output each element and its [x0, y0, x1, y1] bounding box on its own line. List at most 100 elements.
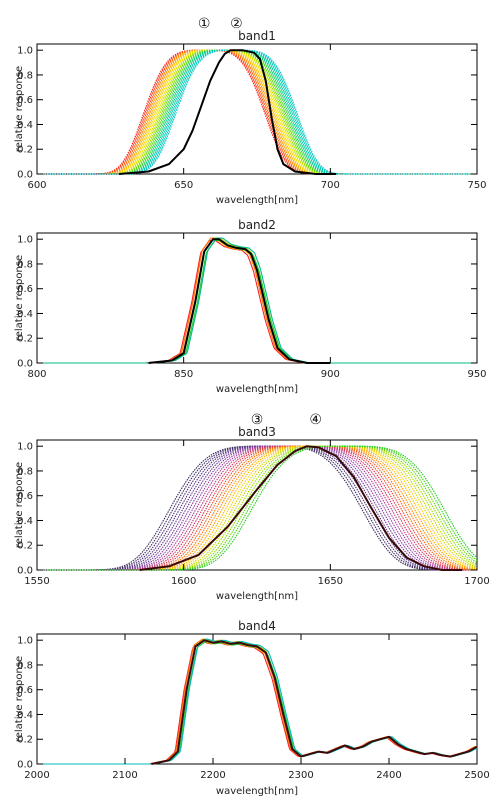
y-tick-label: 0.4	[17, 309, 33, 320]
x-tick-label: 850	[174, 369, 193, 380]
response-curve	[37, 445, 478, 571]
y-tick-label: 0.4	[17, 120, 33, 131]
y-tick-label: 1.0	[17, 636, 33, 647]
y-axis-label-band3: relative response	[14, 462, 25, 548]
curve-family-band3	[37, 445, 478, 571]
x-tick-label: 900	[321, 369, 340, 380]
x-tick-label: 1650	[318, 576, 343, 587]
y-tick-label: 0.0	[17, 170, 33, 181]
x-tick-label: 800	[27, 369, 46, 380]
ticks-band4: 2000 2100 2200 2300 2400 2500 0.0 0.2 0.4 0.6 0.8 1…	[17, 634, 490, 781]
y-tick-label: 1.0	[17, 442, 33, 453]
response-curve	[37, 49, 477, 175]
y-tick-label: 0.6	[17, 685, 33, 696]
curve-marker: ③	[251, 412, 264, 428]
response-curve	[37, 49, 477, 175]
x-axis-label-band2: wavelength[nm]	[216, 384, 298, 395]
response-curve	[37, 49, 477, 175]
response-curve	[37, 49, 477, 175]
y-tick-label: 0.2	[17, 735, 33, 746]
plot-area-band1	[36, 43, 478, 175]
x-tick-label: 2100	[112, 770, 137, 781]
y-tick-label: 0.0	[17, 566, 33, 577]
highlight-curve	[151, 639, 478, 765]
panel-band3: 1550 1600 1650 1700 0.0 0.2 0.4 0.6 0.8 1.0 band3…	[14, 412, 490, 602]
curve-marker: ②	[230, 16, 243, 32]
plot-area-band2	[36, 232, 478, 364]
response-curve	[37, 49, 477, 175]
x-tick-label: 1700	[464, 576, 489, 587]
response-curve	[37, 237, 477, 364]
x-tick-label: 1550	[24, 576, 49, 587]
response-curve	[37, 638, 477, 765]
panel-band2: 800 850 900 950 0.0 0.2 0.4 0.6 0.8 1.0 band2 wav…	[14, 218, 487, 395]
panel-band1: 600 650 700 750 0.0 0.2 0.4 0.6 0.8 1.0 band1 wav…	[14, 16, 487, 206]
response-curve	[37, 49, 477, 175]
x-axis-label-band3: wavelength[nm]	[216, 591, 298, 602]
y-tick-label: 0.4	[17, 516, 33, 527]
y-tick-label: 0.0	[17, 359, 33, 370]
ticks-band2: 800 850 900 950 0.0 0.2 0.4 0.6 0.8 1.0	[17, 233, 487, 380]
response-curve	[37, 49, 477, 175]
y-tick-label: 1.0	[17, 235, 33, 246]
y-tick-label: 1.0	[17, 46, 33, 57]
y-tick-label: 0.2	[17, 145, 33, 156]
curve-marker: ④	[309, 412, 322, 428]
response-curve	[37, 49, 477, 175]
y-tick-label: 0.2	[17, 541, 33, 552]
response-curve	[37, 49, 477, 175]
panel-title-band1: band1	[238, 29, 276, 43]
response-curve	[37, 49, 477, 175]
x-tick-label: 950	[467, 369, 486, 380]
y-tick-label: 0.8	[17, 660, 33, 671]
response-curve	[37, 49, 477, 175]
response-curve	[37, 641, 477, 765]
plot-area-band3	[36, 439, 478, 571]
y-tick-label: 0.8	[17, 70, 33, 81]
x-axis-label-band4: wavelength[nm]	[216, 786, 298, 797]
x-axis-label-band1: wavelength[nm]	[216, 195, 298, 206]
response-curve	[37, 237, 477, 364]
x-tick-label: 2300	[288, 770, 313, 781]
x-tick-label: 1600	[171, 576, 196, 587]
x-tick-label: 700	[321, 180, 340, 191]
x-tick-label: 2500	[464, 770, 489, 781]
ticks-band3: 1550 1600 1650 1700 0.0 0.2 0.4 0.6 0.8 1.0	[17, 440, 490, 587]
curve-family-band4	[37, 638, 478, 765]
panel-title-band3: band3	[238, 425, 276, 439]
x-tick-label: 2000	[24, 770, 49, 781]
panel-title-band4: band4	[238, 619, 276, 633]
response-curve	[37, 49, 477, 175]
x-tick-label: 650	[174, 180, 193, 191]
highlight-curve	[119, 49, 337, 175]
response-curve	[37, 49, 477, 175]
response-curve	[37, 638, 478, 765]
ticks-band1: 600 650 700 750 0.0 0.2 0.4 0.6 0.8 1.0	[17, 44, 487, 191]
response-curve	[37, 49, 477, 175]
y-tick-label: 0.6	[17, 95, 33, 106]
response-curve	[37, 49, 477, 175]
y-axis-label-band2: relative response	[14, 255, 25, 341]
response-curve	[37, 638, 478, 765]
highlight-curve	[148, 238, 331, 364]
response-curve	[37, 49, 477, 175]
response-curve	[37, 49, 477, 175]
plot-area-band4	[36, 633, 478, 765]
y-tick-label: 0.8	[17, 466, 33, 477]
response-curve	[37, 445, 478, 571]
y-tick-label: 0.8	[17, 259, 33, 270]
response-curve	[37, 49, 477, 175]
panel-band4: 2000 2100 2200 2300 2400 2500 0.0 0.2 0.4 0.6 0.8 1…	[14, 619, 490, 797]
x-tick-label: 2400	[376, 770, 401, 781]
y-tick-label: 0.6	[17, 491, 33, 502]
y-axis-label-band4: relative response	[14, 656, 25, 742]
x-tick-label: 600	[27, 180, 46, 191]
y-axis-label-band1: relative response	[14, 66, 25, 152]
x-tick-label: 750	[467, 180, 486, 191]
response-curve	[37, 49, 477, 175]
curve-marker: ①	[198, 16, 211, 32]
response-curve	[37, 49, 477, 175]
